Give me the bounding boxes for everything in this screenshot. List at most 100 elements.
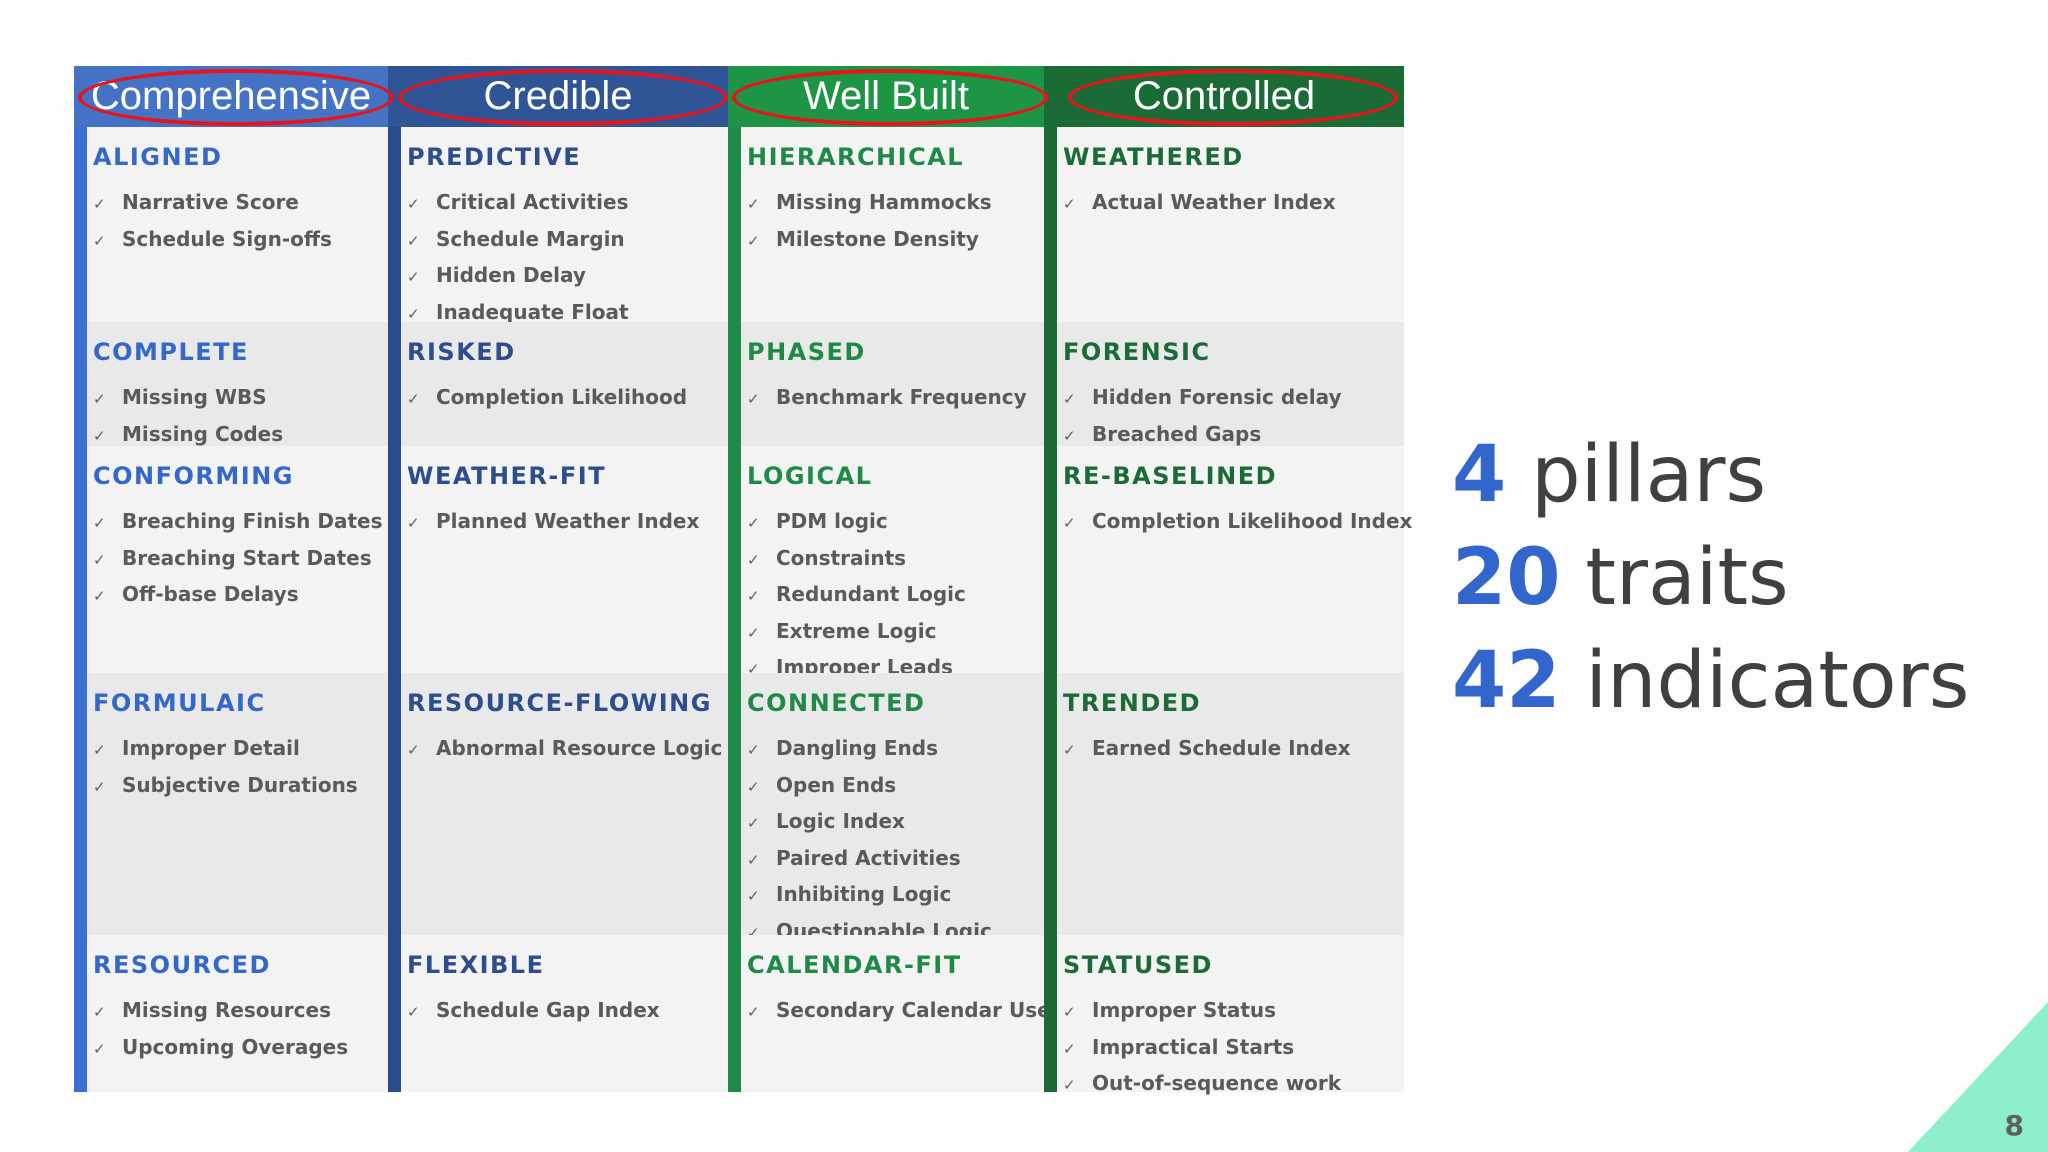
trait-title: PREDICTIVE: [407, 143, 582, 171]
indicator-label: Missing WBS: [122, 385, 267, 409]
check-icon: ✓: [93, 231, 106, 250]
check-icon: ✓: [93, 777, 106, 796]
check-icon: ✓: [93, 550, 106, 569]
indicator-item: ✓ Missing Hammocks: [747, 185, 1044, 222]
check-icon: ✓: [93, 426, 106, 445]
indicator-list: ✓ Improper Status ✓ Impractical Starts ✓ Out-…: [1063, 993, 1404, 1103]
trait-title: FORENSIC: [1063, 338, 1211, 366]
pillar-stripe: [1044, 66, 1057, 1092]
indicators-label: indicators: [1585, 636, 1970, 726]
indicator-item: ✓ Impractical Starts: [1063, 1030, 1404, 1067]
indicator-label: Breaching Finish Dates: [122, 509, 383, 533]
indicator-item: ✓ Critical Activities: [407, 185, 728, 222]
indicator-list: ✓ Narrative Score ✓ Schedule Sign-offs: [93, 185, 388, 258]
pillar-stripe: [388, 66, 401, 1092]
indicator-label: Narrative Score: [122, 190, 299, 214]
trait-title: TRENDED: [1063, 689, 1202, 717]
indicator-label: Hidden Delay: [436, 263, 586, 287]
indicator-list: ✓ Critical Activities ✓ Schedule Margin ✓ Hid…: [407, 185, 728, 331]
trait-cell: RISKED ✓ Completion Likelihood: [401, 322, 728, 446]
indicator-list: ✓ Secondary Calendar Use: [747, 993, 1051, 1030]
trait-cell: CONFORMING ✓ Breaching Finish Dates ✓ Breach…: [87, 446, 388, 673]
check-icon: ✓: [93, 195, 106, 213]
trait-title: PHASED: [747, 338, 866, 366]
indicator-label: PDM logic: [776, 509, 888, 533]
check-icon: ✓: [747, 390, 760, 408]
indicator-label: Paired Activities: [776, 845, 961, 870]
indicator-list: ✓ Benchmark Frequency: [747, 380, 1044, 417]
indicator-item: ✓ Planned Weather Index: [407, 504, 728, 541]
pillars-grid: Comprehensive ALIGNED ✓ Narrative Score ✓ Sch…: [74, 66, 1412, 1095]
trait-title: CONNECTED: [747, 689, 926, 717]
indicator-label: Upcoming Overages: [122, 1034, 349, 1059]
check-icon: ✓: [747, 514, 760, 532]
trait-title: LOGICAL: [747, 462, 873, 490]
check-icon: ✓: [1063, 390, 1076, 408]
indicator-label: Schedule Sign-offs: [122, 226, 332, 251]
indicator-label: Extreme Logic: [776, 618, 937, 643]
trait-cell: RESOURCE-FLOWING ✓ Abnormal Resource Logic: [401, 673, 728, 935]
check-icon: ✓: [1063, 1076, 1076, 1094]
indicator-label: Subjective Durations: [122, 772, 358, 797]
indicator-list: ✓ Improper Detail ✓ Subjective Durations: [93, 731, 388, 804]
check-icon: ✓: [1063, 514, 1076, 532]
check-icon: ✓: [747, 587, 760, 605]
check-icon: ✓: [93, 741, 106, 759]
check-icon: ✓: [747, 777, 760, 796]
indicator-label: Hidden Forensic delay: [1092, 385, 1342, 409]
indicator-item: ✓ Upcoming Overages: [93, 1030, 388, 1067]
check-icon: ✓: [1063, 741, 1076, 759]
indicator-item: ✓ PDM logic: [747, 504, 1044, 541]
trait-cell: CONNECTED ✓ Dangling Ends ✓ Open Ends ✓ Logic …: [741, 673, 1044, 943]
trait-title: HIERARCHICAL: [747, 143, 965, 171]
check-icon: ✓: [747, 850, 760, 869]
check-icon: ✓: [747, 231, 760, 250]
indicator-label: Improper Status: [1092, 998, 1277, 1022]
indicator-label: Dangling Ends: [776, 736, 939, 760]
trait-cell: RESOURCED ✓ Missing Resources ✓ Upcoming Ove…: [87, 935, 388, 1092]
pillar-header: Credible: [388, 66, 728, 127]
check-icon: ✓: [93, 1039, 106, 1058]
trait-title: FORMULAIC: [93, 689, 266, 717]
indicator-label: Benchmark Frequency: [776, 385, 1027, 409]
indicator-item: ✓ Completion Likelihood: [407, 380, 728, 417]
check-icon: ✓: [747, 623, 760, 642]
trait-cell: FLEXIBLE ✓ Schedule Gap Index: [401, 935, 728, 1092]
indicator-item: ✓ Missing Codes: [93, 417, 388, 454]
trait-title: RESOURCED: [93, 951, 271, 979]
trait-cell: FORENSIC ✓ Hidden Forensic delay ✓ Breached …: [1057, 322, 1404, 446]
pillar-column-credible: Credible PREDICTIVE ✓ Critical Activities ✓ S…: [388, 66, 728, 1092]
indicator-list: ✓ Missing Hammocks ✓ Milestone Density: [747, 185, 1044, 258]
indicator-item: ✓ Open Ends: [747, 768, 1044, 805]
indicator-list: ✓ Planned Weather Index: [407, 504, 728, 541]
indicator-label: Actual Weather Index: [1092, 190, 1336, 214]
summary: 4 pillars 20 traits 42 indicators: [1452, 424, 1969, 733]
check-icon: ✓: [407, 195, 420, 213]
indicator-item: ✓ Schedule Gap Index: [407, 993, 728, 1030]
check-icon: ✓: [747, 814, 760, 832]
indicator-label: Impractical Starts: [1092, 1034, 1295, 1059]
indicator-label: Planned Weather Index: [436, 509, 700, 533]
trait-title: ALIGNED: [93, 143, 223, 171]
indicator-item: ✓ Dangling Ends: [747, 731, 1044, 768]
check-icon: ✓: [93, 390, 106, 408]
indicator-list: ✓ Actual Weather Index: [1063, 185, 1404, 222]
indicator-list: ✓ Abnormal Resource Logic: [407, 731, 728, 768]
indicator-label: Open Ends: [776, 772, 897, 797]
summary-indicators: 42 indicators: [1452, 630, 1969, 733]
indicator-item: ✓ Logic Index: [747, 804, 1044, 841]
indicator-item: ✓ Breaching Finish Dates: [93, 504, 388, 541]
indicator-list: ✓ Completion Likelihood Index: [1063, 504, 1412, 541]
trait-title: COMPLETE: [93, 338, 249, 366]
indicator-label: Inadequate Float: [436, 299, 629, 324]
indicator-list: ✓ Completion Likelihood: [407, 380, 728, 417]
summary-traits: 20 traits: [1452, 527, 1969, 630]
indicator-item: ✓ Constraints: [747, 541, 1044, 578]
indicator-list: ✓ Dangling Ends ✓ Open Ends ✓ Logic Index ✓ Pai…: [747, 731, 1044, 950]
trait-title: STATUSED: [1063, 951, 1213, 979]
trait-title: RESOURCE-FLOWING: [407, 689, 712, 717]
indicator-item: ✓ Inadequate Float: [407, 295, 728, 332]
trait-cell: CALENDAR-FIT ✓ Secondary Calendar Use: [741, 935, 1051, 1092]
indicator-item: ✓ Off-base Delays: [93, 577, 388, 614]
